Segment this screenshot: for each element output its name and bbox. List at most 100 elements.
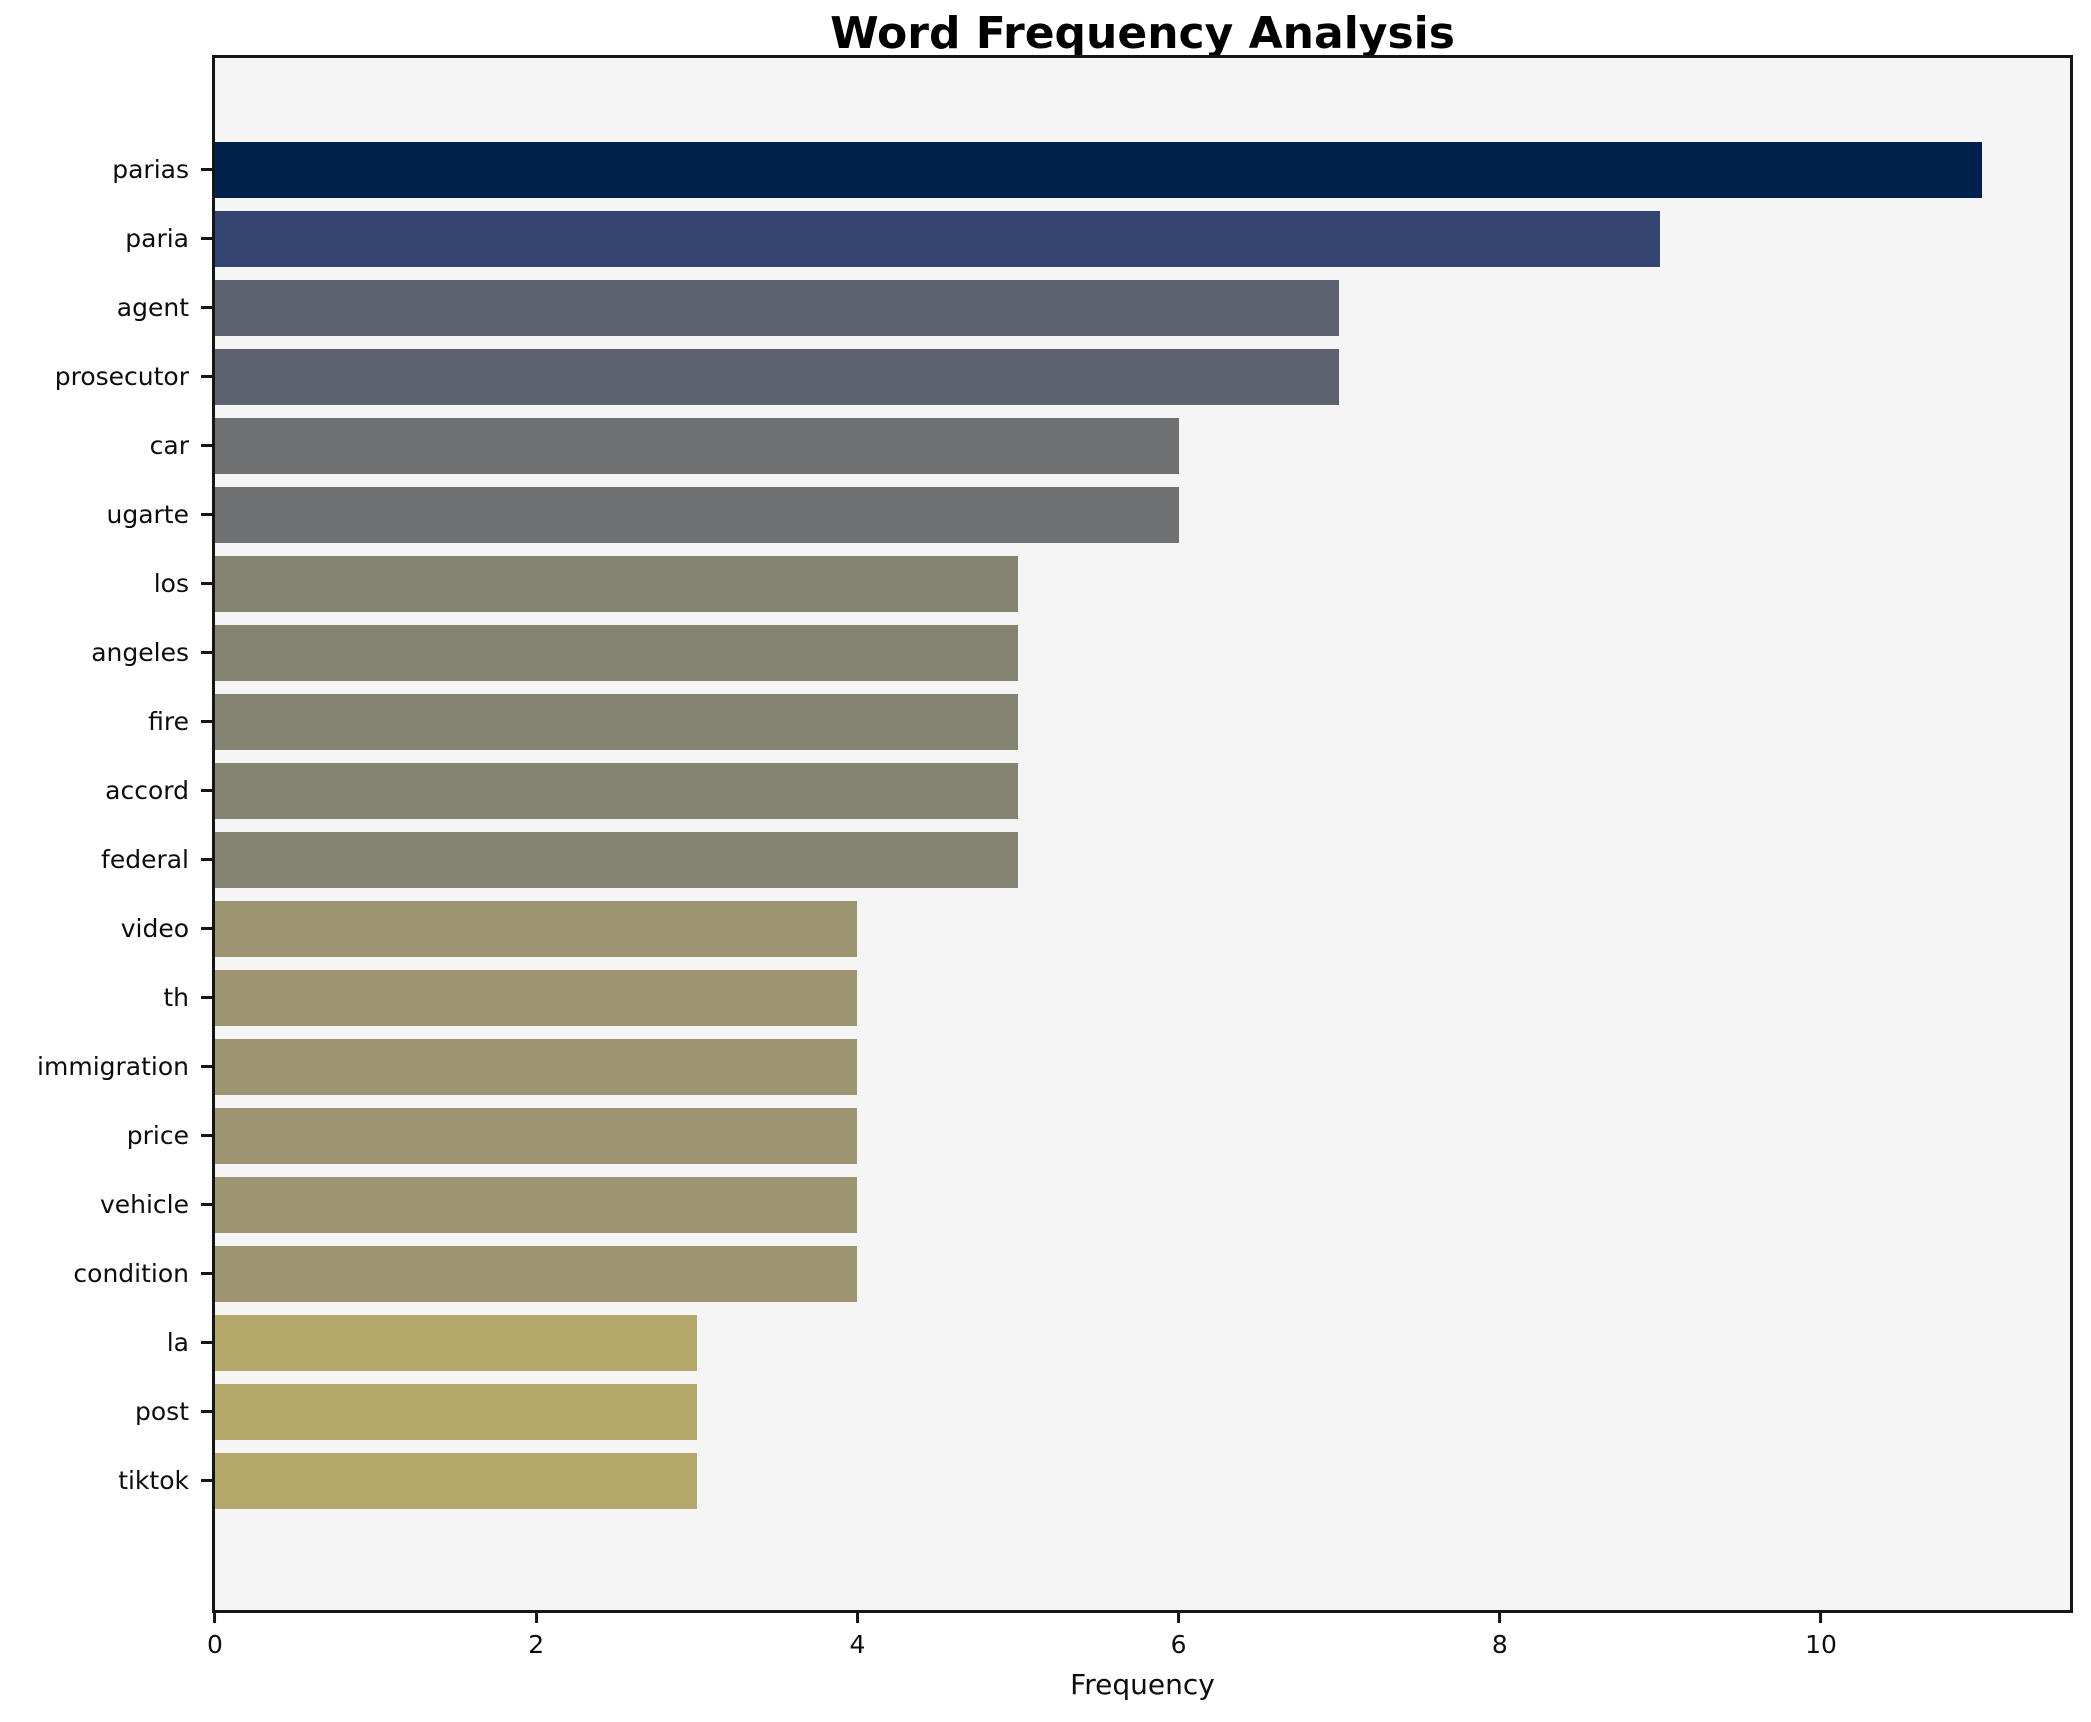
y-tick-mark — [201, 374, 212, 378]
bar — [215, 1107, 858, 1164]
y-tick-mark — [201, 1340, 212, 1344]
bar-row: ugarte — [107, 480, 2070, 549]
y-tick-label: car — [149, 430, 189, 460]
bar-row: fire — [148, 687, 2070, 756]
bar-row: th — [163, 963, 2070, 1032]
bar — [215, 141, 1982, 198]
x-tick: 8 — [1492, 1610, 1508, 1659]
y-tick-label: post — [135, 1396, 189, 1426]
y-tick-label: condition — [73, 1258, 189, 1288]
bar-row: paria — [125, 204, 2070, 273]
bar-row: condition — [73, 1239, 2070, 1308]
bar-row: federal — [101, 825, 2070, 894]
bar-row: immigration — [37, 1032, 2070, 1101]
y-tick-mark — [201, 1271, 212, 1275]
bar — [215, 624, 1019, 681]
plot-area: parias paria agent prosecutor car ugarte los an… — [37, 55, 2073, 1701]
y-tick-label: angeles — [91, 637, 189, 667]
x-tick-label: 8 — [1491, 1630, 1508, 1659]
bar-row: los — [154, 549, 2070, 618]
y-tick-mark — [201, 926, 212, 930]
x-tick-mark — [855, 1610, 859, 1623]
y-tick-mark — [201, 581, 212, 585]
bar — [215, 762, 1019, 819]
bar-row: prosecutor — [55, 342, 2070, 411]
y-tick-label: vehicle — [99, 1189, 189, 1219]
bar — [215, 555, 1019, 612]
y-tick-label: parias — [112, 154, 189, 184]
x-tick: 4 — [849, 1610, 865, 1659]
x-tick: 6 — [1171, 1610, 1187, 1659]
bar — [215, 1383, 697, 1440]
y-tick-mark — [201, 1064, 212, 1068]
y-tick-label: la — [166, 1327, 189, 1357]
y-tick-mark — [201, 995, 212, 999]
bar — [215, 210, 1661, 267]
x-tick-mark — [534, 1610, 538, 1623]
x-tick: 0 — [207, 1610, 223, 1659]
y-tick-label: th — [163, 982, 189, 1012]
y-tick-mark — [201, 305, 212, 309]
bar — [215, 1314, 697, 1371]
x-tick: 2 — [528, 1610, 544, 1659]
y-tick-mark — [201, 512, 212, 516]
y-tick-mark — [201, 719, 212, 723]
y-tick-label: federal — [101, 844, 189, 874]
bar-row: angeles — [91, 618, 2070, 687]
bar-row: post — [135, 1377, 2070, 1446]
bar — [215, 693, 1019, 750]
bar — [215, 1245, 858, 1302]
y-tick-mark — [201, 443, 212, 447]
x-tick-label: 6 — [1170, 1630, 1187, 1659]
y-tick-label: agent — [116, 292, 189, 322]
y-tick-mark — [201, 1133, 212, 1137]
bar — [215, 279, 1340, 336]
x-tick-label: 2 — [528, 1630, 545, 1659]
bar — [215, 1176, 858, 1233]
bar — [215, 486, 1179, 543]
y-tick-mark — [201, 236, 212, 240]
x-tick-mark — [213, 1610, 217, 1623]
y-tick-label: los — [153, 568, 189, 598]
bar — [215, 417, 1179, 474]
bar-row: tiktok — [118, 1446, 2070, 1515]
bar-row: agent — [117, 273, 2070, 342]
bar — [215, 348, 1340, 405]
y-tick-label: ugarte — [106, 499, 190, 529]
x-tick-label: 10 — [1805, 1630, 1837, 1659]
y-tick-label: fire — [148, 706, 189, 736]
bar-row: accord — [105, 756, 2070, 825]
y-tick-label: prosecutor — [54, 361, 189, 391]
x-tick-label: 4 — [849, 1630, 866, 1659]
y-tick-mark — [201, 1409, 212, 1413]
bar-row: parias — [112, 135, 2070, 204]
y-tick-mark — [201, 1478, 212, 1482]
bar-rows: parias paria agent prosecutor car ugarte los an… — [37, 135, 2070, 1515]
y-tick-label: price — [126, 1120, 189, 1150]
bar — [215, 1452, 697, 1509]
x-tick: 10 — [1805, 1610, 1837, 1659]
chart-title: Word Frequency Analysis — [830, 8, 1455, 59]
y-tick-mark — [201, 650, 212, 654]
bar — [215, 900, 858, 957]
x-tick-mark — [1498, 1610, 1502, 1623]
bar — [215, 1038, 858, 1095]
y-tick-mark — [201, 788, 212, 792]
x-tick-mark — [1819, 1610, 1823, 1623]
y-tick-label: video — [120, 913, 189, 943]
y-tick-mark — [201, 1202, 212, 1206]
bar-row: price — [127, 1101, 2070, 1170]
x-axis-label: Frequency — [1070, 1668, 1215, 1701]
bar-row: vehicle — [100, 1170, 2070, 1239]
bar-row: car — [150, 411, 2070, 480]
y-tick-mark — [201, 167, 212, 171]
bar-row: video — [121, 894, 2070, 963]
x-tick-mark — [1177, 1610, 1181, 1623]
y-tick-label: accord — [105, 775, 189, 805]
bar — [215, 969, 858, 1026]
x-tick-label: 0 — [207, 1630, 223, 1659]
y-tick-label: immigration — [37, 1051, 189, 1081]
y-tick-label: tiktok — [118, 1465, 189, 1495]
bar — [215, 831, 1019, 888]
y-tick-label: paria — [125, 223, 189, 253]
